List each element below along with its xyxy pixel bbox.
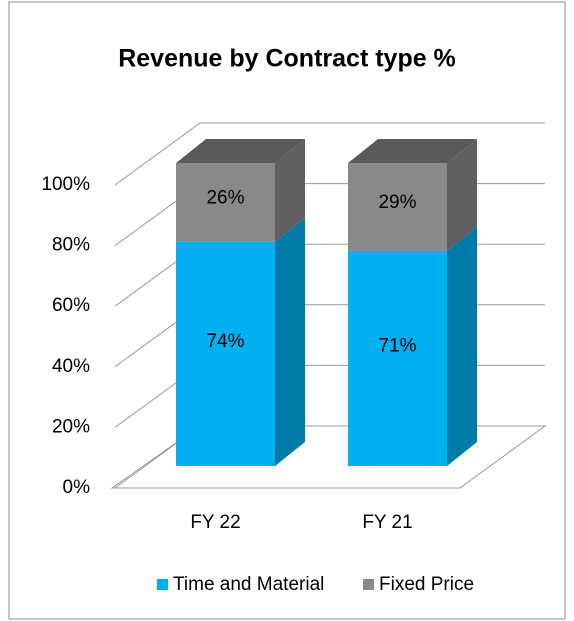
x-tick-label: FY 22 [190,512,240,533]
bar-side [275,217,305,466]
bar-top [348,139,477,163]
bar-top [176,139,305,163]
bar-side [447,226,477,466]
y-tick-label: 60% [52,295,90,316]
data-label: 74% [206,331,244,352]
x-tick-label: FY 21 [362,512,412,533]
bar-side [447,139,477,251]
data-label: 26% [206,187,244,208]
bar-front [348,250,447,466]
legend-swatch [157,579,168,590]
chart-title: Revenue by Contract type % [118,45,456,73]
legend-swatch [363,579,374,590]
y-tick-label: 40% [52,356,90,377]
y-tick-label: 80% [52,235,90,256]
legend-label: Fixed Price [379,574,474,595]
bar-front [348,163,447,251]
data-label: 29% [378,192,416,213]
bar-front [176,163,275,242]
y-tick-label: 100% [41,174,90,195]
bar-side [275,139,305,242]
y-tick-label: 20% [52,416,90,437]
legend-label: Time and Material [173,574,324,595]
data-label: 71% [378,335,416,356]
y-tick-label: 0% [63,477,91,498]
bar-front [176,241,275,466]
grid-line [114,122,545,186]
